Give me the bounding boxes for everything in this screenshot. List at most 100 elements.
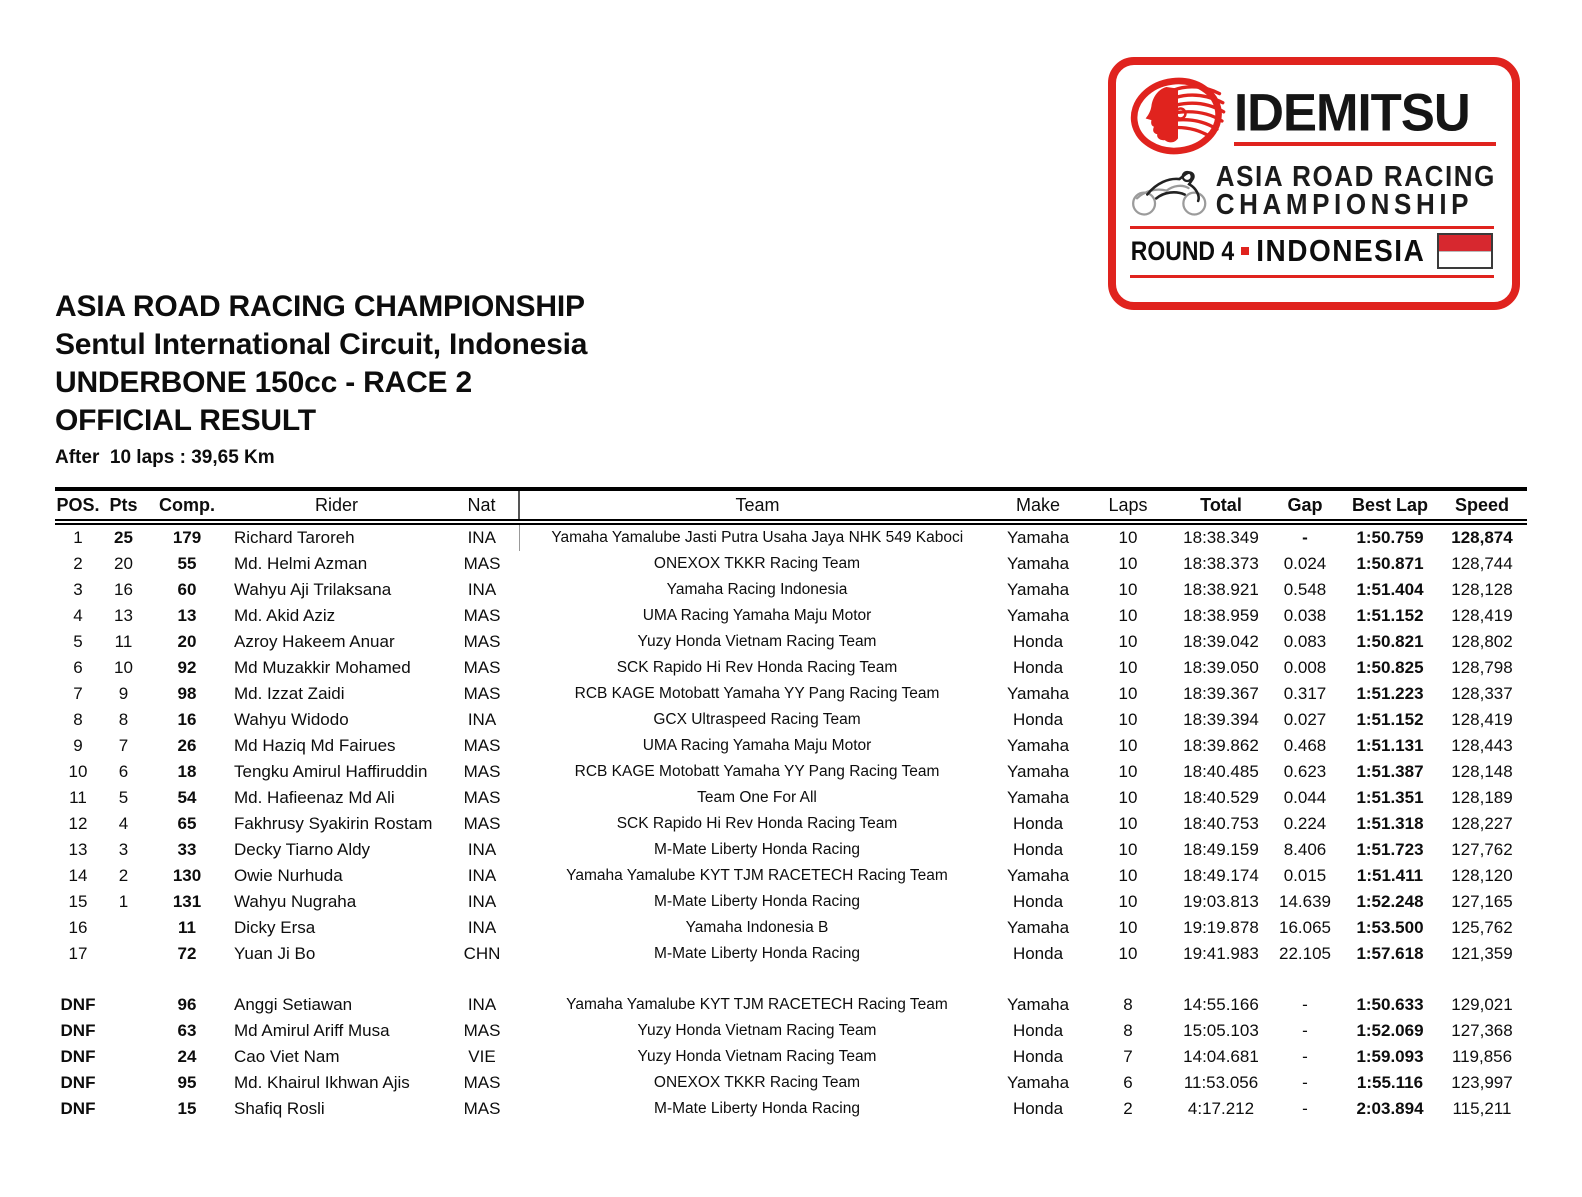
cell-best_lap: 1:53.500 (1356, 918, 1424, 937)
cell-total: 19:19.878 (1183, 918, 1259, 937)
cell-nat: INA (467, 866, 497, 885)
cell-make: Honda (1012, 944, 1064, 963)
cell-gap: 0.083 (1283, 632, 1327, 651)
cell-rider: Owie Nurhuda (234, 866, 343, 885)
cell-best_lap: 1:57.618 (1356, 944, 1424, 963)
cell-speed: 128,120 (1451, 866, 1513, 885)
cell-best_lap: 1:50.633 (1356, 995, 1424, 1014)
cell-comp: 15 (177, 1099, 197, 1118)
column-header-rider: Rider (314, 494, 358, 515)
cell-pts (101, 941, 146, 967)
cell-nat: MAS (463, 632, 501, 651)
cell-laps: 10 (1118, 918, 1138, 937)
cell-comp: 18 (177, 762, 197, 781)
cell-comp: 92 (177, 658, 197, 677)
cell-rider: Cao Viet Nam (234, 1047, 340, 1066)
cell-best_lap: 1:55.116 (1356, 1073, 1424, 1092)
cell-laps: 10 (1118, 892, 1138, 911)
cell-team: SCK Rapido Hi Rev Honda Racing Team (616, 815, 898, 832)
cell-speed: 123,997 (1451, 1073, 1513, 1092)
cell-rider: Wahyu Nugraha (234, 892, 357, 911)
cell-team: M-Mate Liberty Honda Racing (654, 893, 860, 910)
column-header-total: Total (1200, 494, 1242, 515)
cell-total: 14:04.681 (1183, 1047, 1259, 1066)
cell-rider: Md. Helmi Azman (234, 554, 368, 573)
cell-make: Yamaha (1006, 528, 1070, 547)
cell-nat: MAS (463, 736, 501, 755)
cell-team: GCX Ultraspeed Racing Team (653, 711, 861, 728)
cell-team: Yuzy Honda Vietnam Racing Team (637, 1048, 877, 1065)
column-header-pos: POS. (56, 494, 100, 515)
cell-pts (101, 1018, 146, 1044)
flag-red-half (1439, 235, 1492, 252)
results-section: POS. Pts Comp. Rider Nat Team Make Laps Total Gap… (55, 487, 1527, 1122)
cell-rider: Fakhrusy Syakirin Rostam (234, 814, 433, 833)
cell-nat: MAS (463, 814, 501, 833)
title-block: ASIA ROAD RACING CHAMPIONSHIP Sentul Int… (55, 288, 587, 469)
cell-gap: 0.024 (1283, 554, 1327, 573)
cell-laps: 10 (1118, 762, 1138, 781)
cell-speed: 128,744 (1451, 554, 1513, 573)
cell-team: Yamaha Yamalube KYT TJM RACETECH Racing … (566, 996, 948, 1013)
cell-rider: Md. Izzat Zaidi (234, 684, 345, 703)
cell-pos: 8 (73, 710, 83, 729)
cell-speed: 119,856 (1451, 1047, 1513, 1066)
cell-rider: Shafiq Rosli (234, 1099, 325, 1118)
cell-comp: 65 (177, 814, 197, 833)
flag-white-half (1439, 251, 1492, 267)
cell-total: 15:05.103 (1183, 1021, 1259, 1040)
cell-total: 18:40.753 (1183, 814, 1259, 833)
cell-pts: 5 (118, 788, 129, 807)
cell-nat: VIE (468, 1047, 496, 1066)
cell-pts: 20 (114, 554, 133, 573)
cell-nat: INA (467, 892, 497, 911)
cell-gap: - (1302, 1073, 1308, 1092)
cell-rider: Md Amirul Ariff Musa (234, 1021, 390, 1040)
cell-rider: Wahyu Widodo (234, 710, 349, 729)
table-row: 9 7 26 Md Haziq Md Fairues MAS UMA Racing Yam… (55, 733, 1527, 759)
cell-team: UMA Racing Yamaha Maju Motor (642, 607, 872, 624)
cell-comp: 131 (172, 892, 202, 911)
cell-make: Yamaha (1006, 684, 1070, 703)
cell-speed: 127,762 (1451, 840, 1513, 859)
cell-rider: Md. Khairul Ikhwan Ajis (234, 1073, 410, 1092)
table-row: 13 3 33 Decky Tiarno Aldy INA M-Mate Liberty … (55, 837, 1527, 863)
cell-pos: 11 (69, 788, 87, 807)
cell-rider: Decky Tiarno Aldy (234, 840, 371, 859)
cell-total: 18:39.367 (1183, 684, 1259, 703)
cell-total: 18:39.050 (1183, 658, 1259, 677)
table-row: 17 72 Yuan Ji Bo CHN M-Mate Liberty Honda Ra… (55, 941, 1527, 967)
cell-make: Honda (1012, 1099, 1064, 1118)
cell-laps: 2 (1123, 1099, 1133, 1118)
cell-team: UMA Racing Yamaha Maju Motor (642, 737, 872, 754)
cell-gap: 16.065 (1279, 918, 1331, 937)
cell-laps: 10 (1118, 606, 1138, 625)
cell-best_lap: 2:03.894 (1356, 1099, 1424, 1118)
cell-pts: 6 (118, 762, 129, 781)
idemitsu-face-icon (1130, 77, 1226, 155)
cell-laps: 7 (1123, 1047, 1133, 1066)
cell-team: M-Mate Liberty Honda Racing (654, 841, 860, 858)
cell-nat: MAS (463, 684, 501, 703)
cell-team: Team One For All (697, 789, 817, 806)
cell-pos: DNF (60, 1021, 96, 1040)
cell-gap: 22.105 (1279, 944, 1331, 963)
column-header-best_lap: Best Lap (1351, 494, 1429, 515)
cell-speed: 129,021 (1451, 995, 1513, 1014)
table-row: 14 2 130 Owie Nurhuda INA Yamaha Yamalube KYT… (55, 863, 1527, 889)
cell-pos: 6 (73, 658, 83, 677)
column-header-laps: Laps (1108, 494, 1148, 515)
cell-nat: INA (467, 710, 497, 729)
cell-make: Honda (1012, 840, 1064, 859)
cell-nat: INA (445, 522, 520, 551)
cell-gap: - (1302, 528, 1308, 547)
cell-comp: 55 (177, 554, 197, 573)
cell-laps: 10 (1118, 944, 1138, 963)
cell-laps: 10 (1118, 632, 1138, 651)
cell-pos: 5 (73, 632, 83, 651)
cell-laps: 10 (1118, 866, 1138, 885)
cell-rider: Azroy Hakeem Anuar (234, 632, 395, 651)
table-row: 3 16 60 Wahyu Aji Trilaksana INA Yamaha Racin… (55, 577, 1527, 603)
cell-pos: DNF (60, 1099, 96, 1118)
race-distance-subtitle: After 10 laps : 39,65 Km (55, 447, 275, 468)
